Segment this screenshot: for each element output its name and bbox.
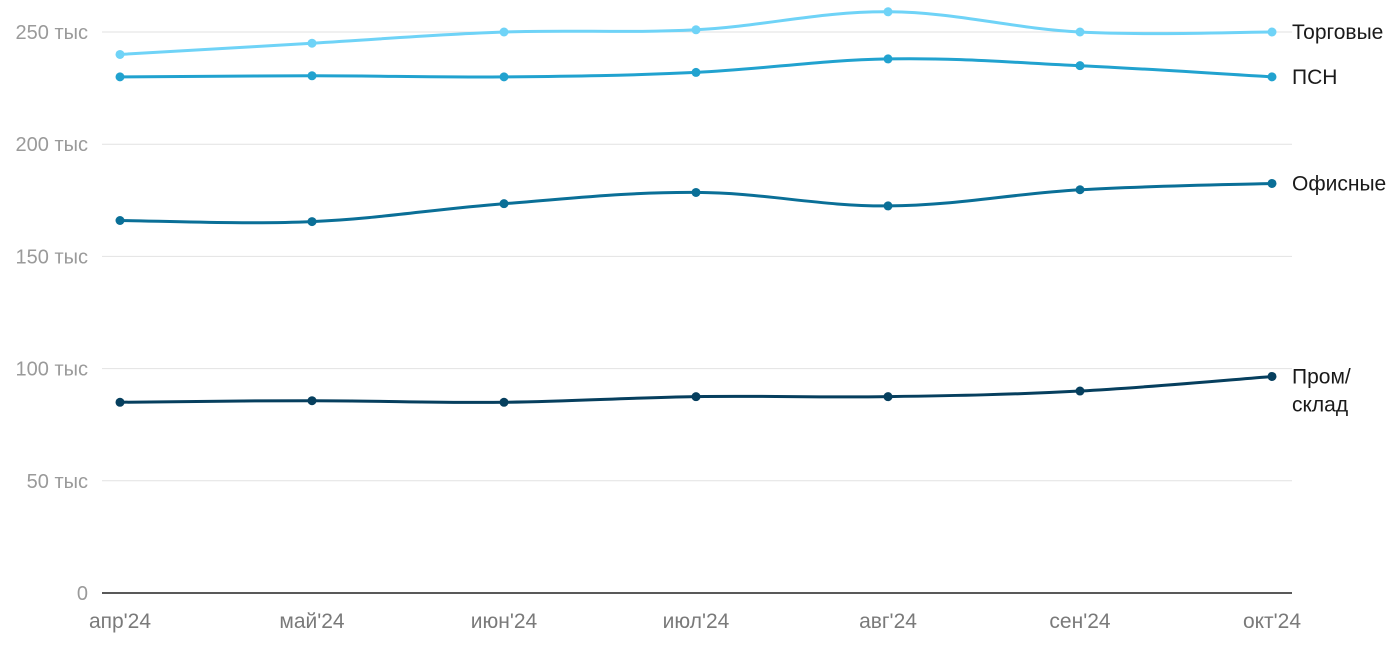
data-point (307, 38, 317, 48)
y-tick-label: 50 тыс (27, 471, 88, 493)
series-2 (115, 178, 1277, 227)
data-point (115, 49, 125, 59)
data-point (115, 397, 125, 407)
x-axis-ticks: апр'24 май'24 июн'24 июл'24 авг'24 сен'24 окт'… (89, 610, 1301, 633)
x-tick-label: май'24 (279, 610, 345, 633)
data-point (499, 199, 509, 209)
series-label: ПСН (1292, 66, 1337, 89)
data-point (1267, 27, 1277, 37)
series-1 (115, 54, 1277, 82)
data-point (1267, 72, 1277, 82)
data-point (307, 217, 317, 227)
y-tick-label: 200 тыс (16, 134, 88, 156)
data-point (499, 397, 509, 407)
x-tick-label: апр'24 (89, 610, 151, 633)
data-point (499, 27, 509, 37)
x-tick-label: авг'24 (859, 610, 917, 633)
data-point (115, 72, 125, 82)
x-tick-label: июл'24 (663, 610, 730, 633)
x-tick-label: окт'24 (1243, 610, 1301, 633)
x-tick-label: сен'24 (1049, 610, 1110, 633)
data-point (1075, 27, 1085, 37)
data-point (1267, 371, 1277, 381)
data-point (115, 215, 125, 225)
series-label: Пром/ (1292, 365, 1351, 388)
grid-lines (102, 31, 1292, 482)
data-point (499, 72, 509, 82)
data-point (883, 392, 893, 402)
data-point (307, 396, 317, 406)
data-point (883, 7, 893, 17)
data-point (883, 54, 893, 64)
data-point (307, 71, 317, 81)
series-label: Торговые (1292, 21, 1383, 44)
y-axis-ticks: 0 50 тыс 100 тыс 150 тыс 200 тыс 250 тыс (16, 22, 88, 605)
series-group (115, 7, 1277, 407)
data-point (883, 201, 893, 211)
y-tick-label: 100 тыс (16, 359, 88, 381)
data-point (1075, 185, 1085, 195)
y-tick-label: 0 (77, 583, 88, 605)
series-3 (115, 371, 1277, 407)
data-point (691, 67, 701, 77)
data-point (691, 25, 701, 35)
series-label: склад (1292, 393, 1348, 416)
x-tick-label: июн'24 (471, 610, 538, 633)
series-label: Офисные (1292, 172, 1386, 195)
y-tick-label: 150 тыс (16, 246, 88, 268)
series-labels: Торговые ПСН Офисные Пром/склад (1292, 21, 1386, 416)
data-point (1267, 178, 1277, 188)
data-point (691, 187, 701, 197)
series-0 (115, 7, 1277, 59)
data-point (1075, 386, 1085, 396)
data-point (1075, 61, 1085, 71)
y-tick-label: 250 тыс (16, 22, 88, 44)
data-point (691, 392, 701, 402)
